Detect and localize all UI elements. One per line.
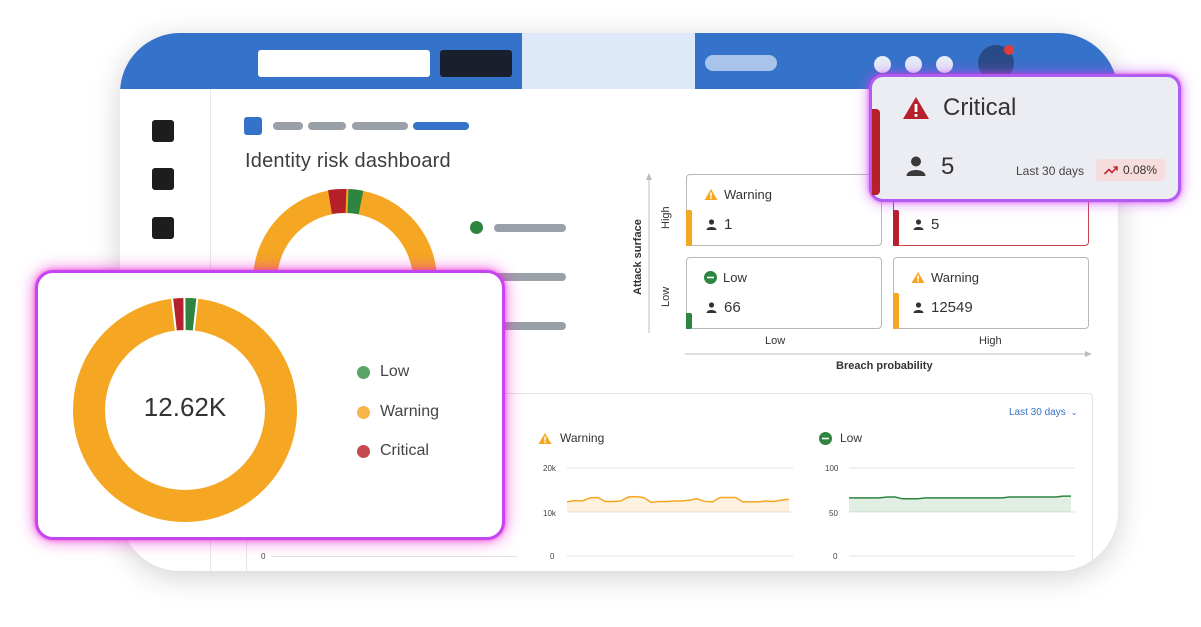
- user-icon: [913, 219, 924, 230]
- menu-dot-2[interactable]: [905, 56, 922, 73]
- minus-circle-icon: [819, 431, 832, 445]
- low-trend-chart: [849, 467, 1075, 557]
- low-y-tick-zero: 0: [833, 552, 838, 561]
- critical-warning-icon: [903, 97, 929, 119]
- warning-y-tick-top: 20k: [543, 464, 556, 473]
- x-tick-low: Low: [765, 335, 786, 347]
- legend-item-warning[interactable]: Warning: [357, 403, 439, 421]
- matrix-axes: [646, 173, 1092, 357]
- donut-slice-low-separator: [192, 298, 199, 331]
- primary-button[interactable]: [440, 50, 512, 77]
- nav-pill[interactable]: [705, 55, 777, 71]
- page-title: Identity risk dashboard: [245, 150, 451, 172]
- cell-count: 12549: [931, 299, 973, 316]
- critical-period: Last 30 days: [1016, 164, 1085, 178]
- donut-slice-critical: [172, 298, 185, 331]
- legend-dot-low: [357, 365, 370, 379]
- matrix-cell-low-high[interactable]: Warning 12549: [893, 257, 1089, 329]
- low-trend-line: [849, 495, 1071, 500]
- background-donut-low: [347, 189, 364, 215]
- warning-trend-chart: [567, 467, 793, 557]
- low-chart-title: Low: [819, 431, 862, 445]
- critical-count: 5: [941, 153, 955, 180]
- low-trend-area: [849, 496, 1071, 512]
- cell-count: 5: [931, 216, 940, 233]
- legend-item-low[interactable]: Low: [357, 363, 409, 381]
- trend-value: 0.08%: [1123, 163, 1158, 177]
- user-icon: [706, 219, 717, 230]
- background-legend-label-3: [494, 322, 566, 330]
- background-donut-critical: [328, 188, 347, 214]
- critical-accent-bar: [872, 109, 880, 195]
- breadcrumb-item-current[interactable]: [413, 122, 469, 130]
- active-tab[interactable]: [522, 33, 695, 89]
- sidebar-item-1[interactable]: [152, 120, 174, 142]
- notification-badge: [1004, 45, 1014, 55]
- warning-y-tick-zero: 0: [550, 552, 555, 561]
- left-chart-baseline: [271, 556, 517, 557]
- y-tick-low: Low: [660, 286, 672, 307]
- critical-summary-card[interactable]: Critical 5 Last 30 days 0.08%: [869, 74, 1181, 202]
- risk-distribution-card[interactable]: 12.62K Low Warning Critical: [35, 270, 505, 540]
- menu-dot-3[interactable]: [936, 56, 953, 73]
- legend-dot-critical: [357, 444, 370, 458]
- low-chart-title-text: Low: [840, 431, 863, 445]
- donut-center-value: 12.62K: [143, 392, 227, 422]
- legend-item-critical[interactable]: Critical: [357, 442, 429, 460]
- top-bar: [120, 33, 1118, 89]
- warning-chart-title-text: Warning: [560, 431, 605, 445]
- period-select-label: Last 30 days: [1009, 407, 1066, 418]
- user-icon: [906, 156, 926, 176]
- warning-trend-line: [567, 495, 790, 504]
- warning-icon: [704, 189, 718, 200]
- search-input[interactable]: [258, 50, 430, 77]
- left-chart-y-tick: 0: [261, 552, 266, 561]
- donut-slice-critical-separator: [171, 298, 177, 331]
- period-select[interactable]: Last 30 days ⌄: [1009, 407, 1077, 418]
- low-y-tick-top: 100: [825, 464, 839, 473]
- donut-slice-low: [184, 298, 198, 331]
- warning-chart-title: Warning: [538, 431, 604, 445]
- sidebar-item-3[interactable]: [152, 217, 174, 239]
- x-axis-label: Breach probability: [836, 360, 933, 372]
- legend-label-low: Low: [380, 363, 410, 380]
- y-axis-label: Attack surface: [632, 219, 644, 295]
- matrix-cell-low-low[interactable]: Low 66: [686, 257, 882, 329]
- minus-circle-icon: [704, 271, 717, 284]
- cell-status: Warning: [724, 187, 772, 202]
- background-legend-label-2: [494, 273, 566, 281]
- user-icon: [913, 302, 924, 313]
- warning-icon: [911, 272, 925, 283]
- breadcrumb-item-1[interactable]: [273, 122, 303, 130]
- warning-y-tick-mid: 10k: [543, 509, 556, 518]
- low-y-tick-mid: 50: [829, 509, 838, 518]
- legend-dot-warning: [357, 405, 370, 419]
- risk-donut-chart: [73, 297, 297, 522]
- critical-title: Critical: [943, 94, 1017, 121]
- cell-count: 1: [724, 216, 733, 233]
- legend-label-critical: Critical: [380, 442, 429, 459]
- trend-up-icon: [1104, 166, 1118, 175]
- background-legend-label-1: [494, 224, 566, 232]
- menu-dot-1[interactable]: [874, 56, 891, 73]
- cell-status: Warning: [931, 270, 979, 285]
- chevron-down-icon: ⌄: [1070, 408, 1078, 417]
- breadcrumb-item-2[interactable]: [308, 122, 346, 130]
- breadcrumb-icon: [244, 117, 262, 135]
- matrix-cell-high-low[interactable]: Warning 1: [686, 174, 882, 246]
- background-legend-dot-low: [470, 221, 483, 234]
- cell-status: Low: [723, 270, 747, 285]
- x-tick-high: High: [979, 335, 1002, 347]
- breadcrumb-item-3[interactable]: [352, 122, 408, 130]
- warning-icon: [538, 432, 552, 444]
- trend-badge: 0.08%: [1096, 159, 1166, 181]
- sidebar-item-2[interactable]: [152, 168, 174, 190]
- y-tick-high: High: [660, 206, 672, 229]
- legend-label-warning: Warning: [380, 403, 439, 420]
- cell-count: 66: [724, 299, 741, 316]
- user-icon: [706, 302, 717, 313]
